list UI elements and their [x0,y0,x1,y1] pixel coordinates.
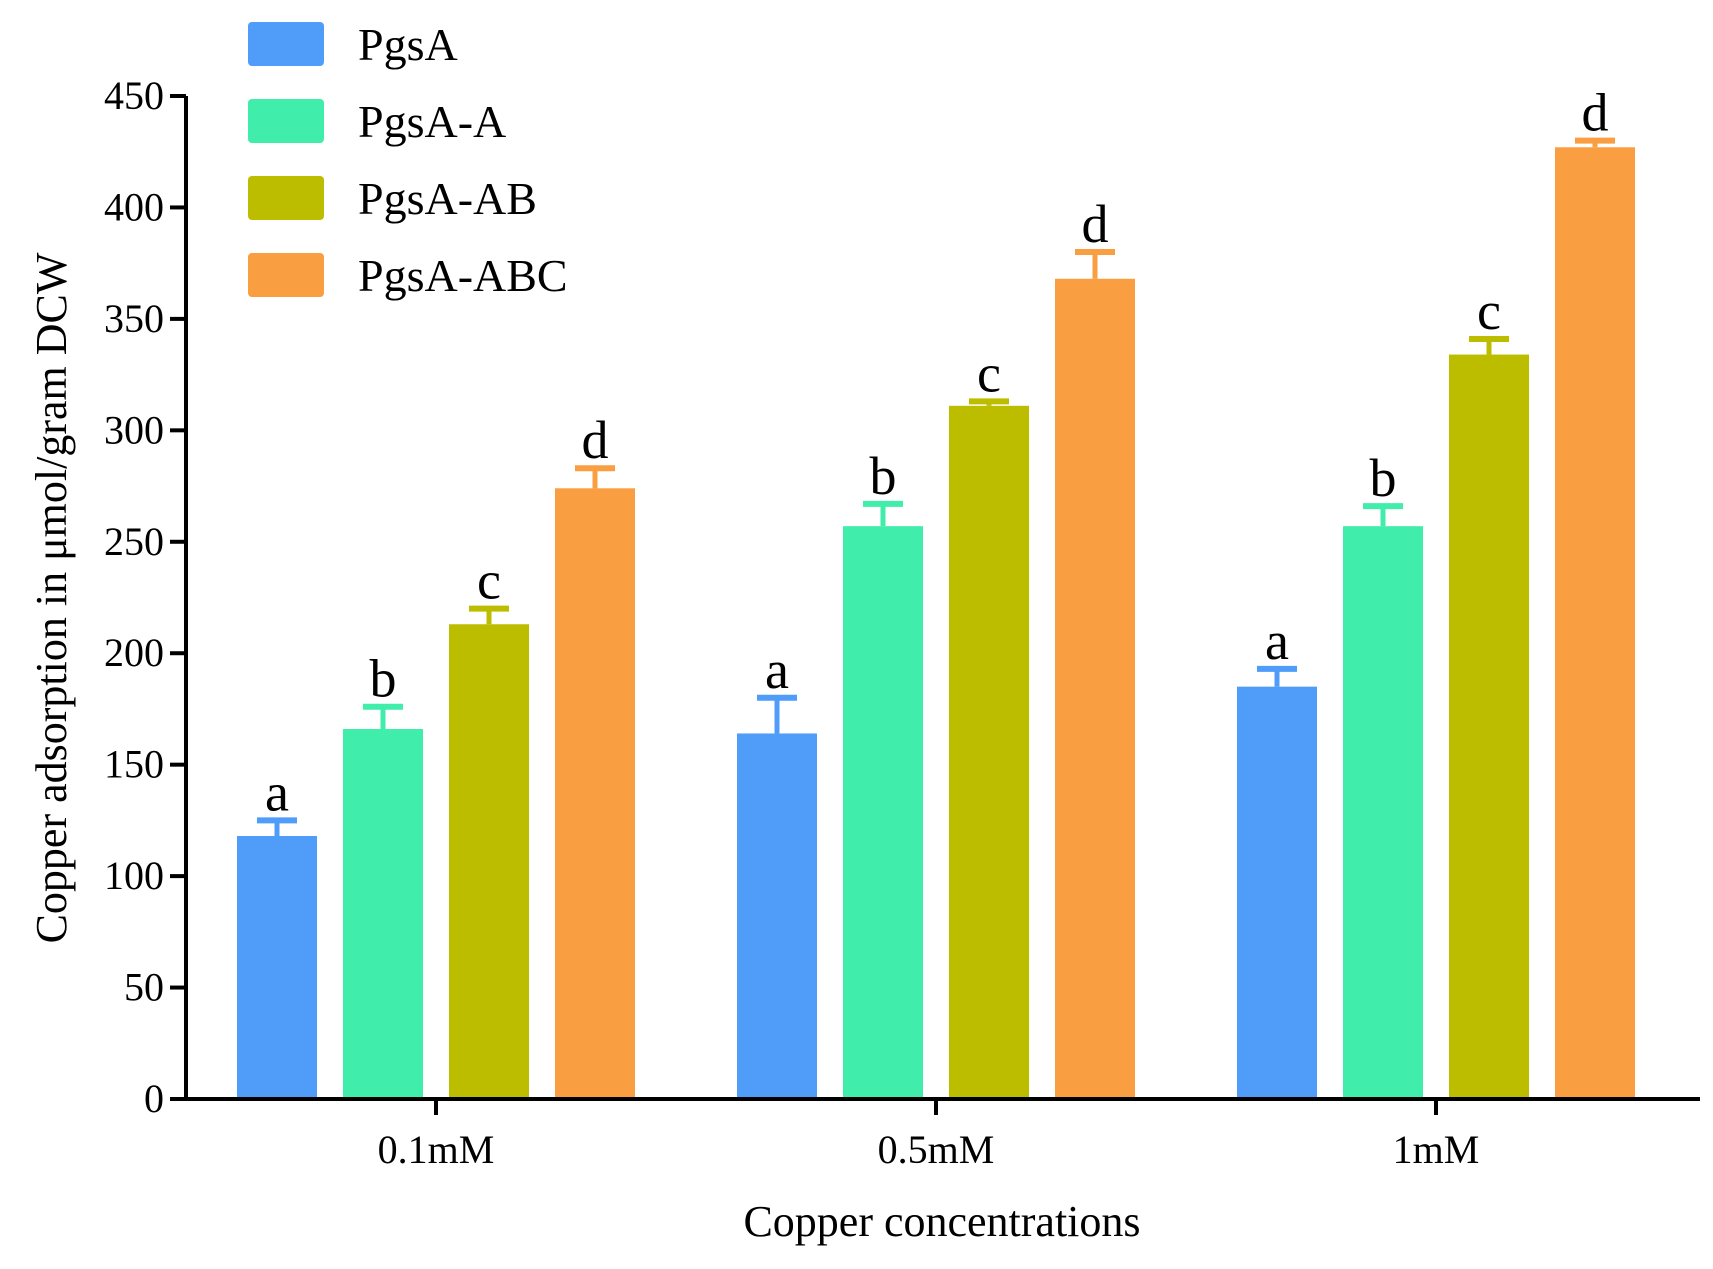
y-tick-label: 200 [104,630,164,675]
legend-label: PgsA-ABC [358,250,568,301]
significance-letter: a [765,640,789,700]
bar [1343,526,1423,1099]
significance-letter: b [870,446,897,506]
significance-letter: b [1370,448,1397,508]
bar [1237,686,1317,1099]
bar [343,729,423,1099]
y-tick-label: 150 [104,742,164,787]
legend-label: PgsA [358,19,458,70]
bar [737,733,817,1099]
bar [237,835,317,1099]
bar [1055,278,1135,1099]
bar [949,405,1029,1099]
significance-letter: a [1265,611,1289,671]
legend-swatch [248,176,324,220]
bar [449,624,529,1099]
significance-letter: b [370,649,397,709]
legend-swatch [248,99,324,143]
significance-letter: c [1477,281,1501,341]
y-axis-ticks: 0 50 100 150 200 250 300 350 400 450 [104,73,186,1121]
x-tick-label: 0.5mM [878,1127,995,1172]
plot-area: a b c d a b c d a b c d [237,83,1635,1100]
significance-letter: d [582,410,609,470]
y-tick-label: 350 [104,296,164,341]
y-tick-label: 100 [104,853,164,898]
x-axis-title: Copper concentrations [743,1197,1140,1246]
legend: PgsA PgsA-A PgsA-AB PgsA-ABC [248,19,568,301]
y-tick-label: 250 [104,519,164,564]
bar [555,488,635,1100]
y-tick-label: 0 [144,1076,164,1121]
legend-label: PgsA-AB [358,173,537,224]
significance-letter: c [977,343,1001,403]
legend-swatch [248,253,324,297]
significance-letter: c [477,551,501,611]
y-tick-label: 50 [124,965,164,1010]
bar [1449,354,1529,1099]
significance-letter: d [1582,83,1609,143]
y-tick-label: 300 [104,407,164,452]
legend-swatch [248,22,324,66]
x-axis-ticks: 0.1mM 0.5mM 1mM [378,1099,1480,1172]
bar [843,526,923,1099]
bar [1555,147,1635,1099]
significance-letter: a [265,762,289,822]
legend-label: PgsA-A [358,96,506,147]
significance-letter: d [1082,194,1109,254]
y-tick-label: 400 [104,184,164,229]
x-tick-label: 1mM [1393,1127,1480,1172]
x-tick-label: 0.1mM [378,1127,495,1172]
y-axis-title: Copper adsorption in μmol/gram DCW [27,252,76,943]
y-tick-label: 450 [104,73,164,118]
